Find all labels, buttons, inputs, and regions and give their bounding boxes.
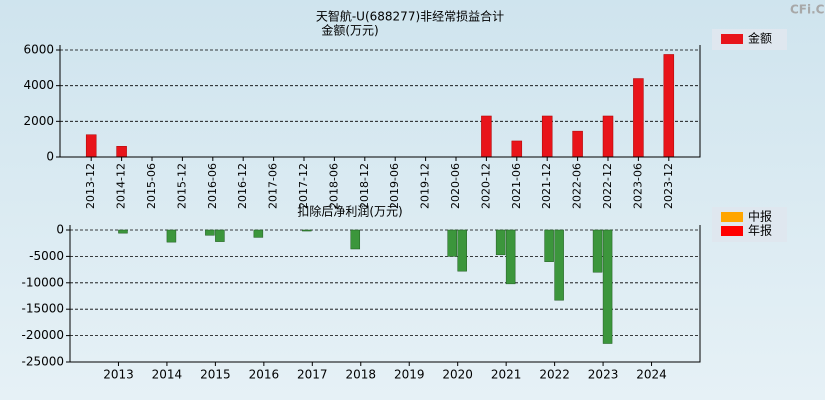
bar <box>592 229 603 273</box>
chart-title: 天智航-U(688277)非经常损益合计 <box>316 9 504 24</box>
axis-frame <box>69 225 701 363</box>
y-tick-label: -5000 <box>29 249 64 263</box>
x-tick-label: 2019-06 <box>388 163 401 209</box>
x-tick-label: 2018-06 <box>327 163 340 209</box>
bar <box>253 229 264 238</box>
bar <box>495 229 506 256</box>
legend-label: 中报 <box>748 209 772 224</box>
x-tick-label: 2017-06 <box>267 163 280 209</box>
x-tick-label: 2016-12 <box>236 163 249 209</box>
bar <box>544 229 554 262</box>
x-tick-label: 2022-06 <box>571 163 584 209</box>
x-tick-label: 2015-06 <box>145 163 158 209</box>
x-tick-label: 2019-12 <box>419 163 432 209</box>
legend-swatch <box>721 226 743 236</box>
x-tick-label: 2016 <box>249 368 280 382</box>
x-tick-label: 2024 <box>636 368 667 382</box>
x-tick-label: 2020-06 <box>449 163 462 209</box>
x-tick-label: 2014 <box>152 368 183 382</box>
x-tick-label: 2021 <box>491 368 522 382</box>
bar <box>602 115 614 158</box>
x-tick-label: 2015-12 <box>175 163 188 209</box>
bar <box>554 229 564 301</box>
x-tick-label: 2017-12 <box>297 163 310 209</box>
x-tick-label: 2019 <box>394 368 425 382</box>
x-tick-label: 2022 <box>539 368 570 382</box>
legend-swatch <box>721 212 743 222</box>
bar <box>118 229 128 234</box>
x-tick-label: 2017 <box>297 368 328 382</box>
y-tick-label: -25000 <box>21 355 64 369</box>
bar <box>481 115 492 158</box>
bar <box>85 134 97 158</box>
bar <box>350 229 361 250</box>
x-tick-label: 2016-06 <box>206 163 219 209</box>
y-tick-label: -20000 <box>21 328 64 342</box>
axis-frame <box>59 45 701 158</box>
bar <box>457 229 467 272</box>
bar <box>511 140 523 158</box>
bar <box>663 54 675 158</box>
bar <box>572 130 583 158</box>
x-tick-label: 2023-06 <box>631 163 644 209</box>
x-tick-label: 2013-12 <box>84 163 97 209</box>
x-tick-label: 2018-12 <box>358 163 371 209</box>
x-tick-label: 2013 <box>103 368 134 382</box>
bar <box>116 146 127 158</box>
y-tick-label: 0 <box>56 223 64 237</box>
y-tick-label: 4000 <box>23 78 54 92</box>
y-tick-label: 0 <box>46 150 54 164</box>
watermark: CFi.Cn <box>790 3 825 17</box>
y-tick-label: 6000 <box>23 43 54 57</box>
x-tick-label: 2022-12 <box>601 163 614 209</box>
y-tick-label: -10000 <box>21 275 64 289</box>
bar <box>633 78 644 158</box>
bar <box>166 229 177 243</box>
chart-title: 扣除后净利润(万元) <box>297 204 402 219</box>
legend-label: 金额 <box>748 31 772 46</box>
bar <box>302 229 312 232</box>
x-tick-label: 2021-06 <box>510 163 523 209</box>
x-tick-label: 2023 <box>588 368 619 382</box>
x-tick-label: 2015 <box>200 368 231 382</box>
x-tick-label: 2020-12 <box>479 163 492 209</box>
bar <box>205 229 215 236</box>
bar <box>602 229 613 344</box>
x-tick-label: 2021-12 <box>540 163 553 209</box>
x-tick-label: 2018 <box>345 368 376 382</box>
bar <box>215 229 225 242</box>
legend-label: 年报 <box>748 223 772 238</box>
axis-title: 金额(万元) <box>321 23 378 38</box>
y-tick-label: -15000 <box>21 302 64 316</box>
x-tick-label: 2014-12 <box>115 163 128 209</box>
bar <box>447 229 457 257</box>
x-tick-label: 2020 <box>442 368 473 382</box>
bar <box>541 115 553 158</box>
legend-swatch <box>721 34 743 44</box>
x-tick-label: 2023-12 <box>662 163 675 209</box>
bar <box>505 229 516 285</box>
y-tick-label: 2000 <box>23 114 54 128</box>
